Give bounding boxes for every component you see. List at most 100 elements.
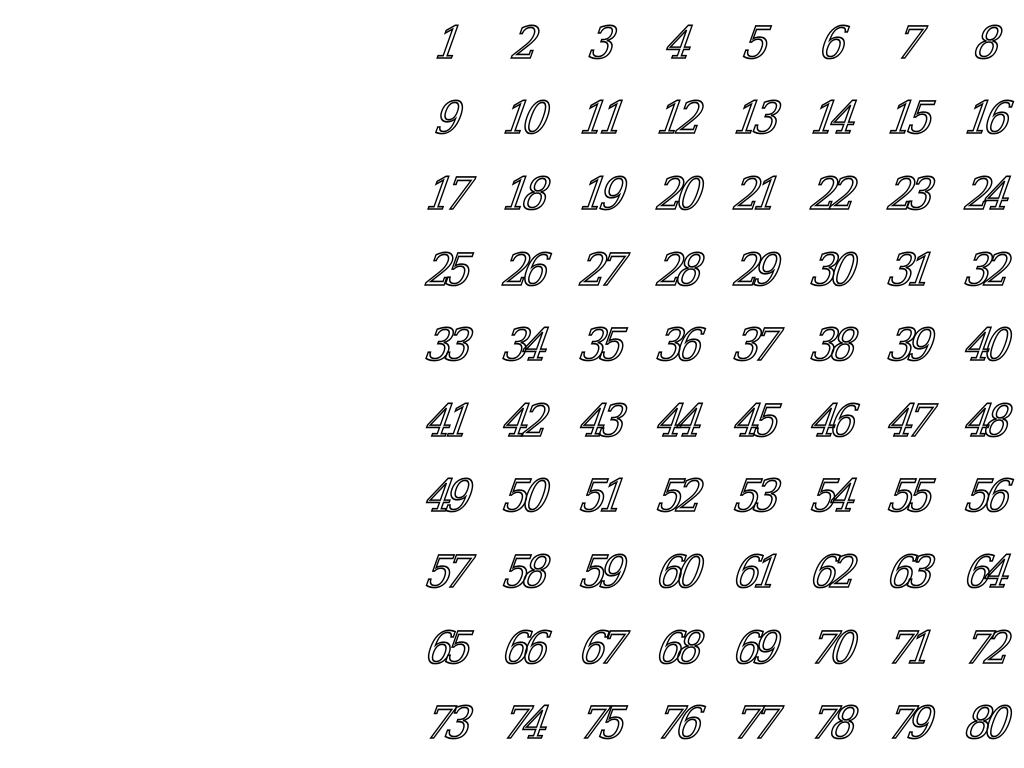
number-cell: 48 bbox=[947, 384, 1024, 460]
number-cell: 43 bbox=[562, 384, 639, 460]
graffiti-number: 66 bbox=[499, 622, 548, 675]
number-cell: 60 bbox=[639, 535, 716, 611]
number-cell: 56 bbox=[947, 460, 1024, 536]
number-cell: 69 bbox=[716, 611, 793, 687]
number-cell: 71 bbox=[870, 611, 947, 687]
number-cell: 74 bbox=[485, 686, 562, 762]
graffiti-number: 16 bbox=[961, 93, 1010, 146]
graffiti-number: 52 bbox=[653, 471, 702, 524]
number-cell: 19 bbox=[562, 157, 639, 233]
graffiti-number: 59 bbox=[576, 546, 625, 599]
graffiti-number: 72 bbox=[961, 622, 1010, 675]
graffiti-number: 73 bbox=[422, 697, 471, 750]
graffiti-number: 42 bbox=[499, 395, 548, 448]
number-cell: 64 bbox=[947, 535, 1024, 611]
graffiti-number: 55 bbox=[884, 471, 933, 524]
number-cell: 13 bbox=[716, 82, 793, 158]
graffiti-number: 10 bbox=[499, 93, 548, 146]
number-cell: 9 bbox=[408, 82, 485, 158]
graffiti-number: 69 bbox=[730, 622, 779, 675]
number-cell: 16 bbox=[947, 82, 1024, 158]
graffiti-number: 20 bbox=[653, 168, 702, 221]
number-cell: 4 bbox=[639, 6, 716, 82]
graffiti-number: 32 bbox=[961, 244, 1010, 297]
graffiti-number: 29 bbox=[730, 244, 779, 297]
number-cell: 41 bbox=[408, 384, 485, 460]
number-cell: 78 bbox=[793, 686, 870, 762]
graffiti-number: 74 bbox=[499, 697, 548, 750]
graffiti-number: 27 bbox=[576, 244, 625, 297]
graffiti-number: 65 bbox=[422, 622, 471, 675]
number-cell: 8 bbox=[947, 6, 1024, 82]
graffiti-number: 9 bbox=[432, 93, 462, 146]
graffiti-number: 49 bbox=[422, 471, 471, 524]
graffiti-number: 39 bbox=[884, 319, 933, 372]
graffiti-number: 62 bbox=[807, 546, 856, 599]
graffiti-number: 77 bbox=[730, 697, 779, 750]
number-cell: 40 bbox=[947, 308, 1024, 384]
graffiti-number: 56 bbox=[961, 471, 1010, 524]
number-cell: 54 bbox=[793, 460, 870, 536]
graffiti-number: 60 bbox=[653, 546, 702, 599]
number-cell: 79 bbox=[870, 686, 947, 762]
graffiti-number: 43 bbox=[576, 395, 625, 448]
graffiti-number: 48 bbox=[961, 395, 1010, 448]
number-cell: 61 bbox=[716, 535, 793, 611]
number-cell: 27 bbox=[562, 233, 639, 309]
graffiti-number: 24 bbox=[961, 168, 1010, 221]
graffiti-number: 53 bbox=[730, 471, 779, 524]
number-cell: 36 bbox=[639, 308, 716, 384]
graffiti-number: 61 bbox=[730, 546, 779, 599]
graffiti-number: 44 bbox=[653, 395, 702, 448]
number-cell: 76 bbox=[639, 686, 716, 762]
graffiti-number: 70 bbox=[807, 622, 856, 675]
graffiti-number: 45 bbox=[730, 395, 779, 448]
number-cell: 1 bbox=[408, 6, 485, 82]
number-cell: 12 bbox=[639, 82, 716, 158]
graffiti-number: 12 bbox=[653, 93, 702, 146]
number-cell: 66 bbox=[485, 611, 562, 687]
number-cell: 10 bbox=[485, 82, 562, 158]
number-cell: 73 bbox=[408, 686, 485, 762]
number-cell: 23 bbox=[870, 157, 947, 233]
graffiti-number: 8 bbox=[971, 17, 1001, 70]
graffiti-number: 67 bbox=[576, 622, 625, 675]
graffiti-number: 64 bbox=[961, 546, 1010, 599]
number-cell: 49 bbox=[408, 460, 485, 536]
graffiti-number: 18 bbox=[499, 168, 548, 221]
graffiti-number: 37 bbox=[730, 319, 779, 372]
number-cell: 30 bbox=[793, 233, 870, 309]
graffiti-number: 54 bbox=[807, 471, 856, 524]
number-cell: 5 bbox=[716, 6, 793, 82]
graffiti-number: 15 bbox=[884, 93, 933, 146]
graffiti-number: 3 bbox=[586, 17, 616, 70]
graffiti-number: 23 bbox=[884, 168, 933, 221]
number-cell: 32 bbox=[947, 233, 1024, 309]
number-cell: 72 bbox=[947, 611, 1024, 687]
number-cell: 22 bbox=[793, 157, 870, 233]
number-cell: 59 bbox=[562, 535, 639, 611]
graffiti-number: 46 bbox=[807, 395, 856, 448]
graffiti-number: 31 bbox=[884, 244, 933, 297]
number-cell: 68 bbox=[639, 611, 716, 687]
graffiti-number: 68 bbox=[653, 622, 702, 675]
graffiti-number: 1 bbox=[432, 17, 462, 70]
number-cell: 3 bbox=[562, 6, 639, 82]
graffiti-number: 34 bbox=[499, 319, 548, 372]
number-cell: 20 bbox=[639, 157, 716, 233]
graffiti-number: 80 bbox=[961, 697, 1010, 750]
number-cell: 2 bbox=[485, 6, 562, 82]
number-cell: 53 bbox=[716, 460, 793, 536]
number-cell: 46 bbox=[793, 384, 870, 460]
graffiti-number: 47 bbox=[884, 395, 933, 448]
number-cell: 7 bbox=[870, 6, 947, 82]
number-grid: 1 2 3 4 5 6 7 8 9 10 11 12 13 14 15 16 17 18 19 20 21 22 23 24 2… bbox=[408, 6, 1024, 762]
number-cell: 52 bbox=[639, 460, 716, 536]
number-cell: 6 bbox=[793, 6, 870, 82]
number-cell: 31 bbox=[870, 233, 947, 309]
number-cell: 37 bbox=[716, 308, 793, 384]
number-cell: 70 bbox=[793, 611, 870, 687]
number-cell: 28 bbox=[639, 233, 716, 309]
number-cell: 21 bbox=[716, 157, 793, 233]
number-cell: 47 bbox=[870, 384, 947, 460]
